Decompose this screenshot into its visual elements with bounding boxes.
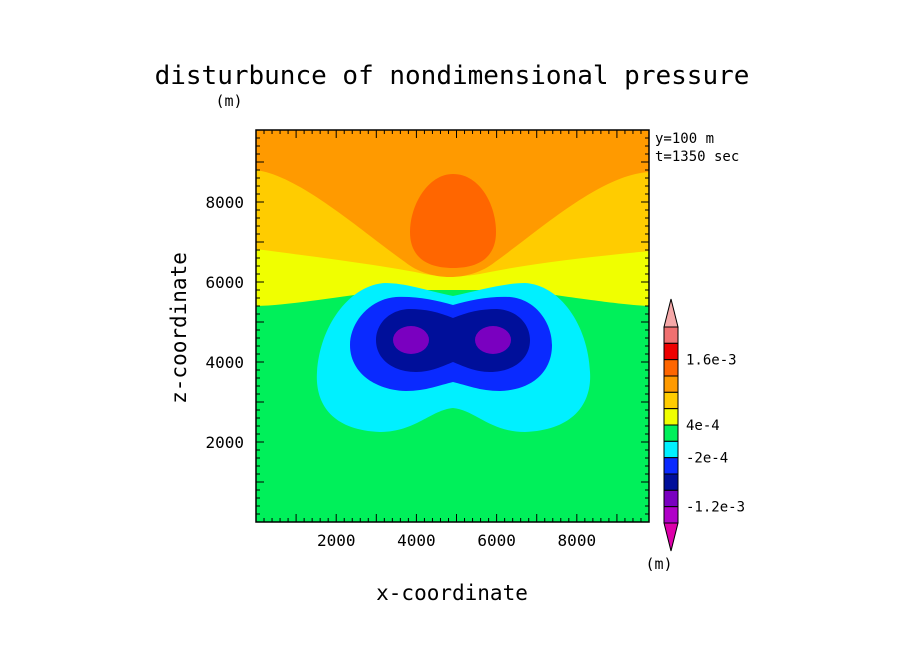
colorbar-label: 4e-4 <box>686 418 720 434</box>
y-tick-label: 6000 <box>205 273 244 292</box>
plot-frame <box>255 129 650 523</box>
x-tick-label: 2000 <box>317 531 356 550</box>
colorbar-box <box>663 457 679 475</box>
annotation-time: t=1350 sec <box>655 149 739 165</box>
y-tick-label: 8000 <box>205 193 244 212</box>
colorbar-arrow-top <box>663 298 679 328</box>
x-tick-label: 8000 <box>558 531 597 550</box>
colorbar-box <box>663 342 679 361</box>
contour-band-purple-left <box>393 326 429 354</box>
colorbar-box <box>663 359 679 377</box>
contour-band-navy <box>376 309 530 372</box>
colorbar-box <box>663 326 679 344</box>
colorbar-box <box>663 408 679 426</box>
colorbar-unit: (m) <box>645 555 672 573</box>
colorbar-label: -2e-4 <box>686 451 728 467</box>
colorbar-box <box>663 440 679 459</box>
colorbar-box <box>663 506 679 524</box>
colorbar: 1.6e-3 4e-4 -2e-4 -1.2e-3 <box>663 298 745 552</box>
contour-field <box>256 130 649 522</box>
contour-band-dark-orange <box>410 174 496 268</box>
y-axis-label: z-coordinate <box>167 252 191 404</box>
colorbar-label: 1.6e-3 <box>686 353 737 369</box>
contour-band-purple-right <box>475 326 511 354</box>
colorbar-label: -1.2e-3 <box>686 500 745 516</box>
x-axis-label: x-coordinate <box>376 581 528 605</box>
colorbar-box <box>663 489 679 508</box>
chart-title: disturbunce of nondimensional pressure <box>155 61 750 91</box>
axes: 2000 4000 6000 8000 2000 4000 6000 8000 <box>205 130 649 550</box>
y-axis-unit: (m) <box>215 92 242 110</box>
annotation-y: y=100 m <box>655 131 714 147</box>
y-tick-label: 2000 <box>205 433 244 452</box>
colorbar-box <box>663 375 679 393</box>
x-tick-label: 4000 <box>397 531 436 550</box>
y-tick-label: 4000 <box>205 353 244 372</box>
colorbar-box <box>663 473 679 491</box>
colorbar-box <box>663 424 679 442</box>
x-tick-label: 6000 <box>477 531 516 550</box>
colorbar-box <box>663 391 679 410</box>
colorbar-arrow-bottom <box>663 522 679 552</box>
